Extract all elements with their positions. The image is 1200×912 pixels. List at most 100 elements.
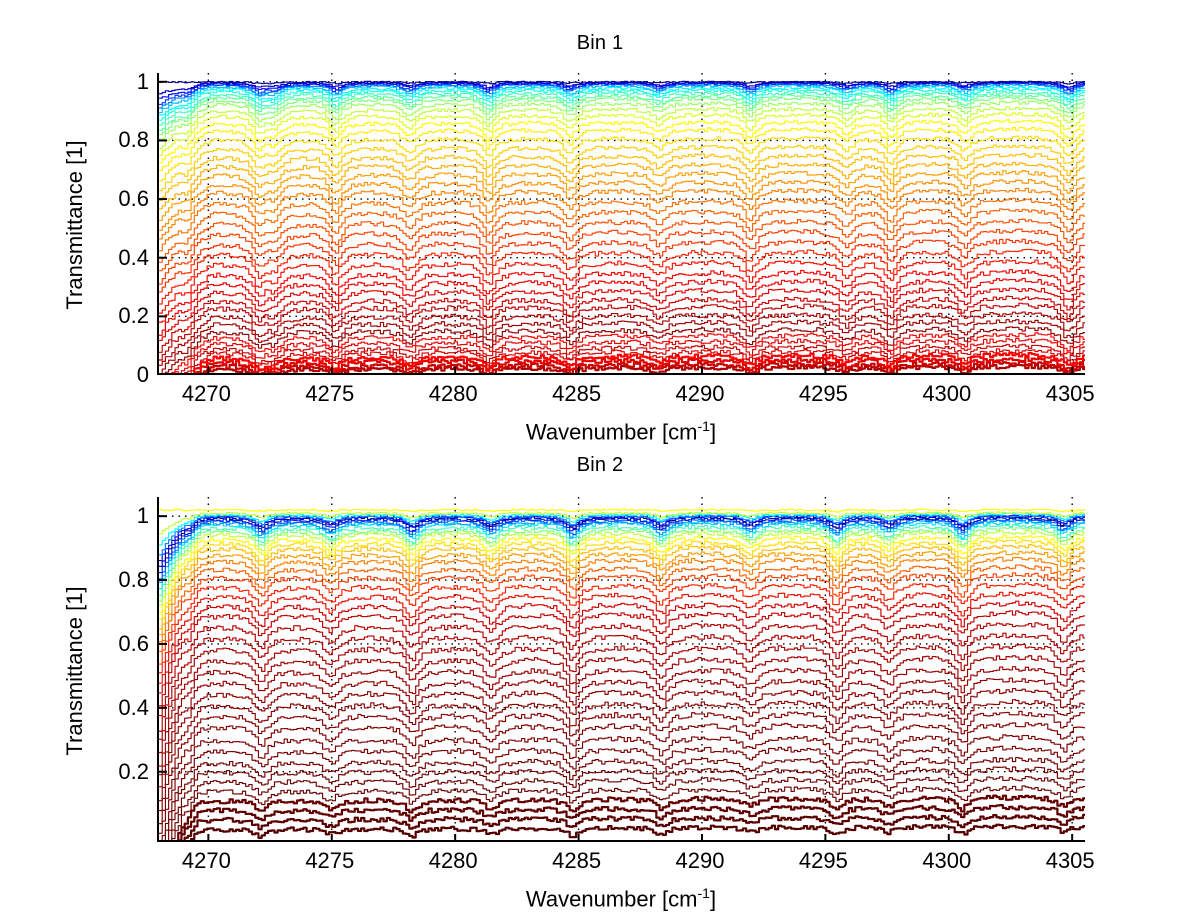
spectrum-line: [159, 93, 1085, 131]
x-tick-label: 4305: [1045, 848, 1095, 873]
tick-marks: [159, 515, 1074, 840]
spectrum-line: [159, 526, 1085, 602]
spectra-canvas: [159, 73, 1085, 373]
x-tick-label: 4275: [305, 848, 355, 873]
spectrum-line: [159, 80, 1085, 95]
y-tick-label: 0.6: [118, 630, 149, 656]
x-tick-label: 4275: [305, 381, 355, 406]
spectrum-line: [193, 351, 1085, 373]
x-axis-label-tail: ]: [709, 419, 717, 445]
spectrum-line: [159, 179, 1085, 231]
x-tick-label: 4285: [552, 848, 602, 873]
x-axis-label: Wavenumber [cm-1]: [157, 418, 1085, 445]
spectrum-line: [159, 135, 1085, 182]
spectrum-line: [161, 745, 1085, 840]
y-tick-label: 0.2: [118, 758, 149, 784]
y-tick-label: 0.8: [118, 567, 149, 593]
spectrum-line: [159, 734, 1085, 834]
spectrum-line: [159, 591, 1085, 684]
x-axis-label-tail: ]: [709, 886, 717, 912]
spectrum-line: [159, 88, 1085, 121]
spectrum-line: [199, 360, 1085, 373]
spectrum-line: [159, 512, 1085, 546]
x-tick-label: 4295: [798, 848, 848, 873]
spectrum-line: [159, 187, 1085, 240]
y-axis-label: Transmittance [1]: [62, 140, 87, 310]
spectrum-line: [183, 813, 1085, 840]
y-tick-label: 0: [136, 362, 149, 387]
spectrum-line: [159, 106, 1085, 150]
spectrum-line: [159, 622, 1085, 717]
spectrum-line: [161, 319, 1085, 373]
spectrum-line: [159, 112, 1085, 156]
spectrum-line: [159, 153, 1085, 201]
panel-title: Bin 2: [576, 454, 624, 476]
spectrum-line: [164, 756, 1085, 840]
x-tick-label: 4285: [552, 381, 602, 406]
spectrum-line: [159, 197, 1085, 252]
x-tick-label: 4300: [922, 848, 972, 873]
spectrum-line: [159, 90, 1085, 126]
spectra-canvas: [159, 497, 1085, 840]
spectrum-line: [159, 508, 1085, 513]
spectrum-line: [159, 302, 1085, 361]
panel-title: Bin 1: [576, 32, 624, 54]
spectrum-line: [159, 677, 1085, 776]
x-tick-label: 4290: [675, 848, 725, 873]
spectrum-line: [159, 259, 1085, 314]
x-tick-label: 4305: [1045, 381, 1095, 406]
spectrum-line: [159, 511, 1085, 535]
spectrum-line: [159, 699, 1085, 802]
spectrum-line: [159, 96, 1085, 136]
spectrum-line: [159, 523, 1085, 596]
spectrum-line: [159, 544, 1085, 630]
spectrum-line: [159, 287, 1085, 341]
spectra-series-group: [159, 80, 1085, 373]
spectrum-line: [159, 170, 1085, 221]
spectrum-line: [159, 688, 1085, 788]
panel-bin-2: Bin 2 1 0.8 0.6 0.4 0.2 4270 4275 4280 4285 4290…: [0, 440, 1200, 911]
tick-marks: [159, 80, 1074, 373]
spectrum-line: [159, 550, 1085, 636]
spectrum-line: [159, 295, 1085, 353]
spectrum-line: [159, 666, 1085, 767]
spectrum-line: [159, 556, 1085, 643]
spectrum-line: [159, 248, 1085, 305]
spectrum-line: [159, 144, 1085, 192]
spectrum-line: [171, 332, 1085, 373]
y-tick-label: 0.4: [118, 694, 149, 720]
spectrum-line: [159, 539, 1085, 620]
spectrum-line: [174, 337, 1085, 373]
spectrum-line: [159, 610, 1085, 707]
x-axis-label-text: Wavenumber [cm: [525, 886, 698, 912]
spectrum-line: [190, 348, 1085, 373]
x-tick-label: 4280: [428, 381, 478, 406]
plot-axes: [157, 73, 1085, 375]
spectrum-line: [159, 80, 1085, 85]
spectrum-line: [159, 161, 1085, 210]
x-axis-label-text: Wavenumber [cm: [525, 419, 698, 445]
spectrum-line: [159, 722, 1085, 825]
spectrum-line: [164, 326, 1085, 373]
spectrum-line: [159, 655, 1085, 754]
y-axis-tick-labels: 1 0.8 0.6 0.4 0.2: [95, 497, 149, 842]
spectrum-line: [159, 269, 1085, 323]
x-tick-label: 4295: [798, 381, 848, 406]
spectrum-line: [159, 519, 1085, 583]
spectrum-line: [159, 119, 1085, 164]
spectrum-line: [159, 600, 1085, 694]
spectrum-line: [159, 564, 1085, 653]
spectrum-line: [177, 794, 1085, 840]
y-tick-label: 0.4: [118, 244, 149, 270]
x-axis-label: Wavenumber [cm-1]: [157, 885, 1085, 912]
x-tick-label: 4270: [181, 381, 231, 406]
spectrum-line: [159, 710, 1085, 812]
spectrum-line: [159, 208, 1085, 263]
spectrum-line: [159, 218, 1085, 272]
x-axis-label-exponent: -1: [697, 418, 710, 434]
spectrum-line: [159, 277, 1085, 336]
x-tick-label: 4290: [675, 381, 725, 406]
spectrum-line: [171, 785, 1085, 840]
y-tick-label: 1: [136, 68, 149, 94]
